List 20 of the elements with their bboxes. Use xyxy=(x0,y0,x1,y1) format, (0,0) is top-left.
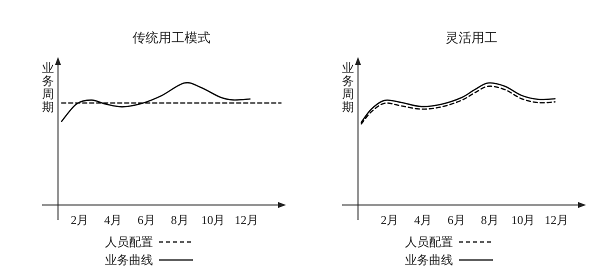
legend-label: 人员配置 xyxy=(105,235,153,249)
y-axis-title: 业务周期 xyxy=(342,61,354,114)
legend-label: 业务曲线 xyxy=(105,253,153,267)
x-tick-label: 8月 xyxy=(480,213,499,227)
x-tick-label: 10月 xyxy=(201,213,226,227)
x-tick-label: 10月 xyxy=(511,213,536,227)
y-axis-title: 业务周期 xyxy=(42,61,54,114)
x-tick-label: 8月 xyxy=(170,213,189,227)
chart-title: 传统用工模式 xyxy=(132,30,210,45)
x-tick-label: 12月 xyxy=(234,213,259,227)
chart-title: 灵活用工 xyxy=(446,30,498,45)
x-tick-label: 4月 xyxy=(414,213,432,227)
x-tick-label: 2月 xyxy=(380,213,399,227)
x-tick-label: 4月 xyxy=(104,213,122,227)
x-tick-label: 6月 xyxy=(137,213,156,227)
legend-label: 业务曲线 xyxy=(405,253,453,267)
x-tick-label: 12月 xyxy=(544,213,569,227)
x-tick-label: 2月 xyxy=(70,213,89,227)
legend-label: 人员配置 xyxy=(405,235,453,249)
x-tick-label: 6月 xyxy=(447,213,466,227)
